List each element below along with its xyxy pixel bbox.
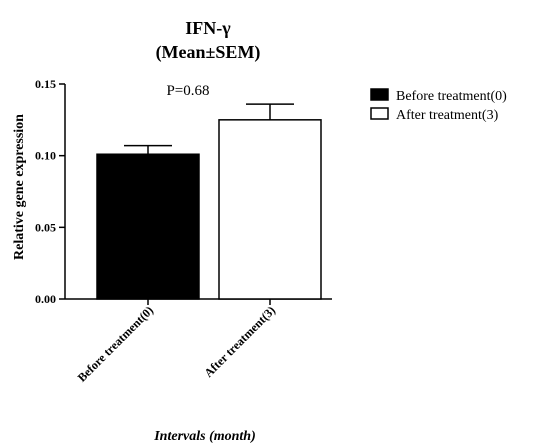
legend-swatch: [370, 88, 389, 101]
y-tick-label: 0.15: [35, 77, 56, 91]
y-tick-label: 0.10: [35, 149, 56, 163]
chart-subtitle: (Mean±SEM): [156, 42, 261, 63]
x-axis-label: Intervals (month): [153, 429, 256, 444]
legend-label: Before treatment(0): [396, 89, 507, 104]
legend-label: After treatment(3): [396, 108, 499, 123]
chart-title: IFN-γ: [185, 18, 231, 38]
y-axis-label: Relative gene expression: [12, 114, 27, 260]
bar: [96, 153, 200, 300]
legend: Before treatment(0) After treatment(3): [370, 88, 507, 123]
x-tick-label: After treatment(3): [201, 303, 278, 380]
y-tick-label: 0.05: [35, 220, 56, 234]
y-tick-label: 0.00: [35, 292, 56, 306]
x-tick-label: Before treatment(0): [75, 303, 156, 384]
bar: [218, 119, 322, 300]
legend-swatch: [370, 107, 389, 120]
p-value-annotation: P=0.68: [166, 83, 209, 99]
plot-area: 0.00 0.05 0.10 0.15 Before treatment(0) After…: [35, 77, 332, 385]
